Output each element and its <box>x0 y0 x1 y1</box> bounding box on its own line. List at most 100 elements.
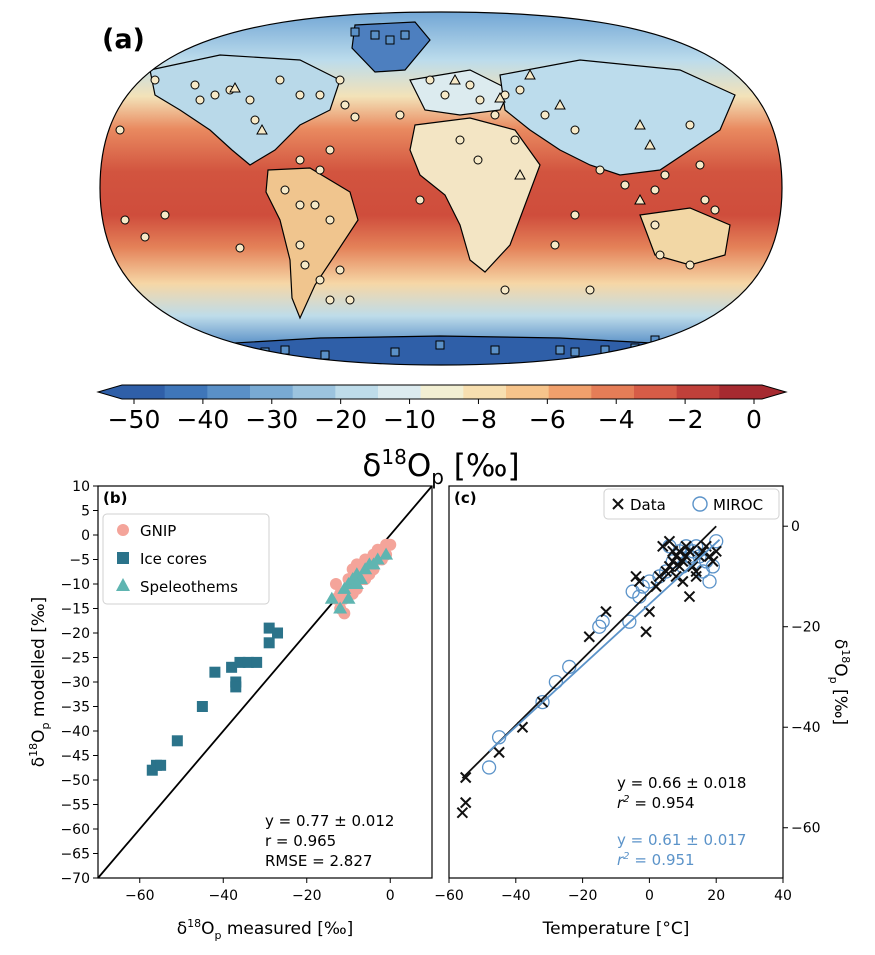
data-point <box>657 540 669 553</box>
legend-box-c <box>603 488 780 520</box>
speleothem-marker <box>634 193 646 205</box>
data-point <box>690 565 702 578</box>
legend-data-label: Data <box>630 496 666 514</box>
gnip-station-marker <box>650 220 660 230</box>
y-tick-label: −60 <box>791 821 821 837</box>
data-point <box>670 570 682 583</box>
data-point <box>673 560 686 573</box>
colorbar-outline <box>96 384 788 400</box>
data-point <box>687 560 699 573</box>
colorbar-tick-label: −8 <box>460 405 497 434</box>
gnip-station-marker <box>473 155 483 165</box>
ice-core-marker <box>435 340 445 350</box>
panel-c-ylabel: δ18Op [‰] <box>827 639 852 725</box>
gnip-station-marker <box>280 185 290 195</box>
map-africa <box>409 117 541 273</box>
y-tick-label: −15 <box>60 602 90 618</box>
colorbar-segment <box>122 385 166 399</box>
gnip-station-marker <box>210 90 220 100</box>
data-point <box>677 555 689 568</box>
data-point <box>693 550 706 563</box>
speleothem-point <box>333 601 348 614</box>
ice-core-marker <box>390 347 400 357</box>
speleothem-point <box>370 552 385 565</box>
gnip-station-marker <box>115 125 125 135</box>
data-point <box>667 555 679 568</box>
gnip-station-marker <box>250 115 260 125</box>
gnip-station-marker <box>650 185 660 195</box>
legend-box <box>102 513 270 605</box>
legend-data-marker <box>612 498 624 510</box>
data-point <box>456 806 469 819</box>
gnip-point <box>329 578 342 590</box>
colorbar-segment <box>164 385 208 399</box>
colorbar-segment <box>420 385 464 399</box>
data-point <box>697 545 709 558</box>
data-point <box>583 631 595 643</box>
speleothem-marker <box>644 138 656 150</box>
miroc-point <box>709 534 724 549</box>
gnip-station-marker <box>655 250 665 260</box>
speleothem-marker <box>554 98 566 110</box>
ice-core-marker <box>350 27 360 37</box>
data-point <box>683 590 696 603</box>
miroc-fit-line <box>488 539 721 752</box>
y-tick-label: 10 <box>72 479 90 495</box>
colorbar-segment <box>378 385 422 399</box>
map-markers <box>115 27 720 360</box>
speleothem-marker <box>256 123 268 135</box>
miroc-point <box>658 564 674 579</box>
colorbar-segment <box>207 385 251 399</box>
y-tick-label: −65 <box>60 847 90 863</box>
colorbar-tick-label: −30 <box>245 405 298 434</box>
gnip-station-marker <box>475 95 485 105</box>
y-tick-label: −50 <box>60 773 90 789</box>
panel-b: −60 −40 −20 0 10 5 0 −5 −10 −15 −20 −25 −30 −35 −40 −45… <box>27 479 433 942</box>
y-tick-label: −35 <box>60 700 90 716</box>
data-point <box>710 545 722 558</box>
data-point <box>707 555 719 568</box>
ice-core-point <box>263 622 275 634</box>
legend-speleo-marker <box>116 578 130 591</box>
gnip-station-marker <box>315 90 325 100</box>
gnip-station-marker <box>140 232 150 242</box>
ice-core-point <box>226 661 238 673</box>
panel-c-annotation-data-slope: y = 0.66 ± 0.018 <box>617 774 746 792</box>
data-point <box>600 605 612 618</box>
map-asia <box>499 59 736 176</box>
gnip-station-marker <box>160 210 170 220</box>
gnip-station-marker <box>455 135 465 145</box>
ice-core-point <box>263 637 275 649</box>
colorbar-extend-low <box>98 385 122 399</box>
gnip-station-marker <box>540 110 550 120</box>
ice-core-point <box>242 656 254 668</box>
ice-core-marker <box>400 30 410 40</box>
speleothem-point <box>349 577 364 589</box>
colorbar-segment <box>676 385 720 399</box>
gnip-station-marker <box>315 165 325 175</box>
gnip-station-marker <box>570 125 580 135</box>
panel-c-legend: Data MIROC <box>603 488 780 520</box>
x-tick-label: −40 <box>501 888 531 904</box>
miroc-point <box>535 694 550 710</box>
legend-miroc-marker <box>692 496 708 512</box>
ice-core-point <box>234 656 246 668</box>
legend-miroc-label: MIROC <box>713 496 763 514</box>
x-tick-label: 0 <box>386 888 395 904</box>
gnip-station-marker <box>190 80 200 90</box>
gnip-station-marker <box>325 295 335 305</box>
colorbar-segment <box>634 385 678 399</box>
data-point <box>690 570 702 583</box>
ice-core-point <box>196 701 208 712</box>
data-point <box>680 540 692 553</box>
y-tick-label: −60 <box>60 822 90 838</box>
x-tick-label: −20 <box>568 888 598 904</box>
panel-c-annotation-data-r2: r2 = 0.954 <box>617 794 695 812</box>
map-outline <box>99 11 783 366</box>
ice-core-marker <box>490 345 500 355</box>
data-point <box>459 771 472 784</box>
data-point <box>683 545 696 558</box>
data-point <box>493 746 505 759</box>
data-point <box>667 545 679 558</box>
